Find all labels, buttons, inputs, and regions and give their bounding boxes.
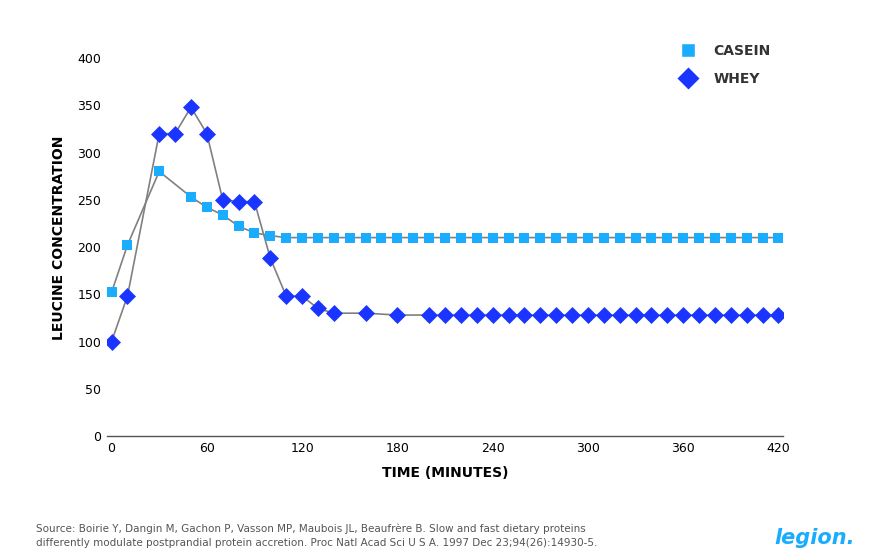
Point xyxy=(596,233,611,242)
Point xyxy=(565,233,579,242)
Point xyxy=(756,233,770,242)
Point xyxy=(390,233,404,242)
Point xyxy=(708,233,722,242)
Point xyxy=(184,192,198,201)
Point xyxy=(581,311,595,320)
Point xyxy=(533,233,547,242)
Point xyxy=(501,311,515,320)
Point xyxy=(486,311,500,320)
Point xyxy=(120,241,134,250)
Point xyxy=(740,233,754,242)
Point xyxy=(565,311,579,320)
Point xyxy=(644,311,659,320)
Point xyxy=(454,233,468,242)
Text: Source: Boirie Y, Dangin M, Gachon P, Vasson MP, Maubois JL, Beaufrère B. Slow a: Source: Boirie Y, Dangin M, Gachon P, Va… xyxy=(36,523,597,548)
Point xyxy=(406,233,420,242)
Point xyxy=(724,311,738,320)
Point xyxy=(231,197,246,206)
Point xyxy=(104,288,118,297)
Point xyxy=(628,311,643,320)
Point xyxy=(692,233,706,242)
Point xyxy=(660,233,675,242)
Point xyxy=(263,254,278,263)
Point xyxy=(454,311,468,320)
Legend: CASEIN, WHEY: CASEIN, WHEY xyxy=(669,38,776,91)
Point xyxy=(311,233,325,242)
Point xyxy=(438,311,452,320)
Point xyxy=(279,292,294,301)
Point xyxy=(263,231,278,240)
Point xyxy=(199,129,214,138)
Point xyxy=(438,233,452,242)
Point xyxy=(628,233,643,242)
Point xyxy=(772,233,786,242)
Point xyxy=(295,233,309,242)
Point xyxy=(343,233,357,242)
Point xyxy=(247,197,262,206)
Point xyxy=(199,203,214,212)
Point xyxy=(549,233,563,242)
Point xyxy=(375,233,389,242)
Point xyxy=(168,129,182,138)
Point xyxy=(740,311,754,320)
Point xyxy=(120,292,134,301)
Point xyxy=(724,233,738,242)
Point xyxy=(660,311,675,320)
Point xyxy=(390,311,404,320)
Point xyxy=(359,233,373,242)
Point xyxy=(470,311,484,320)
Point xyxy=(215,195,230,204)
Point xyxy=(533,311,547,320)
Point xyxy=(692,311,706,320)
Point xyxy=(612,233,627,242)
Point xyxy=(470,233,484,242)
Point xyxy=(517,233,531,242)
Point xyxy=(327,309,341,318)
Point xyxy=(644,233,659,242)
Point xyxy=(517,311,531,320)
Point xyxy=(152,129,166,138)
Point xyxy=(676,233,691,242)
Point xyxy=(676,311,691,320)
Point xyxy=(184,103,198,112)
Point xyxy=(596,311,611,320)
Point xyxy=(581,233,595,242)
Point xyxy=(327,233,341,242)
X-axis label: TIME (MINUTES): TIME (MINUTES) xyxy=(382,466,508,480)
Point xyxy=(295,292,309,301)
Point xyxy=(359,309,373,318)
Y-axis label: LEUCINE CONCENTRATION: LEUCINE CONCENTRATION xyxy=(53,135,66,340)
Point xyxy=(612,311,627,320)
Point xyxy=(756,311,770,320)
Point xyxy=(152,167,166,176)
Point xyxy=(422,233,436,242)
Point xyxy=(247,229,262,238)
Point xyxy=(708,311,722,320)
Point xyxy=(104,337,118,346)
Point xyxy=(279,233,294,242)
Point xyxy=(231,222,246,231)
Point xyxy=(422,311,436,320)
Point xyxy=(311,304,325,313)
Text: legion.: legion. xyxy=(774,528,854,548)
Point xyxy=(486,233,500,242)
Point xyxy=(501,233,515,242)
Point xyxy=(772,311,786,320)
Point xyxy=(215,210,230,219)
Point xyxy=(549,311,563,320)
